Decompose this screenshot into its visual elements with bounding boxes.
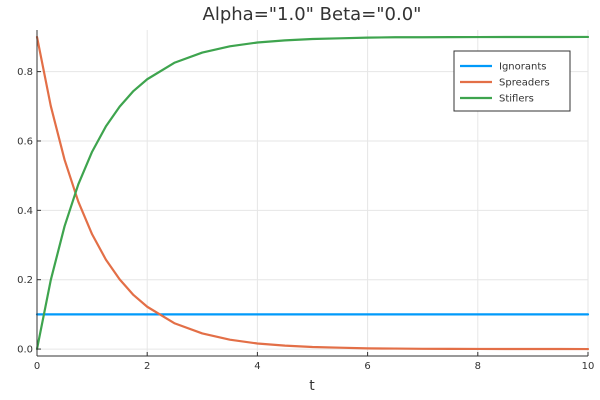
chart-title: Alpha="1.0" Beta="0.0" xyxy=(203,4,422,25)
y-tick-label: 0.2 xyxy=(17,275,33,286)
x-tick-label: 0 xyxy=(34,361,40,372)
grid xyxy=(36,30,589,356)
x-tick-label: 2 xyxy=(144,361,150,372)
legend-label-stiflers: Stiflers xyxy=(499,94,534,105)
series-line-stiflers xyxy=(35,35,590,351)
y-tick-label: 0.4 xyxy=(17,206,33,217)
x-tick-label: 10 xyxy=(582,361,595,372)
axes: 0 2 4 6 8 10 0.0 0.2 0.4 0.6 0.8 xyxy=(17,30,594,372)
x-tick-label: 8 xyxy=(475,361,481,372)
series-line-spreaders xyxy=(35,35,590,351)
y-tick-label: 0.6 xyxy=(17,136,33,147)
series-lines xyxy=(35,35,590,351)
legend-label-spreaders: Spreaders xyxy=(499,78,550,89)
legend-label-ignorants: Ignorants xyxy=(499,62,546,73)
y-tick-label: 0.0 xyxy=(17,345,33,356)
x-tick-label: 4 xyxy=(254,361,260,372)
x-tick-label: 6 xyxy=(364,361,370,372)
x-axis-label: t xyxy=(309,378,315,394)
y-tick-label: 0.8 xyxy=(17,67,33,78)
legend: Ignorants Spreaders Stiflers xyxy=(453,50,571,112)
